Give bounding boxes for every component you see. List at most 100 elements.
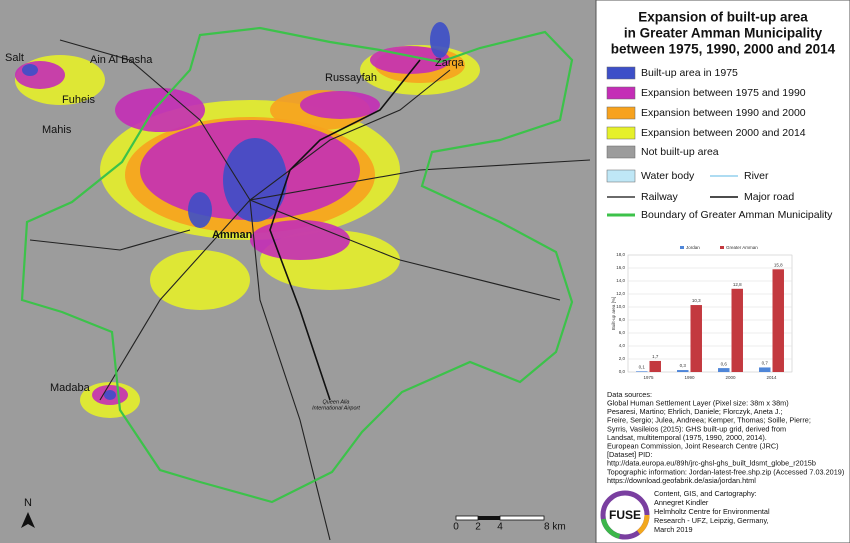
credit-line: Annegret Kindler: [654, 498, 709, 507]
built-up-patch: [150, 250, 250, 310]
x-tick-label: 1975: [643, 375, 654, 380]
fuse-logo: [600, 490, 650, 540]
y-tick-label: 16,0: [616, 265, 625, 270]
x-tick-label: 1990: [684, 375, 695, 380]
legend-label: Major road: [744, 191, 794, 203]
built-up-patch: [300, 91, 380, 119]
value-label: 12,8: [733, 282, 742, 287]
legend-title: Expansion of built-up area: [638, 10, 808, 25]
logo-ring: [600, 490, 650, 540]
source-line: Syrris, Vasileios (2015): GHS built-up g…: [607, 424, 786, 433]
legend-swatch: [680, 246, 684, 249]
legend-label: Expansion between 1990 and 2000: [641, 107, 806, 119]
place-label: Fuheis: [62, 94, 96, 106]
legend-label: Water body: [641, 170, 695, 182]
bar: [636, 371, 648, 372]
value-label: 1,7: [652, 354, 659, 359]
legend-swatch: [606, 86, 636, 100]
source-line: http://data.europa.eu/89h/jrc-ghsl-ghs_b…: [607, 459, 816, 468]
built-up-patch: [188, 192, 212, 228]
source-line: Data sources:: [607, 390, 652, 399]
legend-swatch: [720, 246, 724, 249]
credit-line: March 2019: [654, 525, 693, 534]
built-up-patch: [223, 138, 287, 222]
y-tick-label: 10,0: [616, 304, 625, 309]
value-label: 0,6: [721, 361, 728, 366]
built-up-patch: [15, 61, 65, 89]
scale-label: 0: [453, 522, 459, 533]
logo-text: FUSE: [609, 508, 641, 522]
place-label: Ain Al Basha: [90, 54, 153, 66]
place-label: Salt: [5, 52, 24, 64]
y-tick-label: 14,0: [616, 278, 625, 283]
y-tick-label: 6,0: [619, 330, 626, 335]
built-up-patch: [250, 220, 350, 260]
road: [59, 39, 251, 201]
legend-swatch: [606, 169, 636, 183]
north-arrow-shape: [21, 512, 35, 528]
legend-label: Expansion between 2000 and 2014: [641, 127, 806, 139]
legend-label: Boundary of Greater Amman Municipality: [641, 209, 833, 221]
source-line: Landsat, multitemporal (1975, 1990, 2000…: [607, 433, 767, 442]
road: [249, 199, 561, 301]
road: [99, 199, 251, 401]
bar: [690, 305, 702, 372]
built-up-areas: [15, 22, 480, 418]
source-line: Freire, Sergio; Julea, Andreea; Kemper, …: [607, 416, 811, 425]
railway: [269, 59, 421, 401]
plot-area: [627, 254, 793, 373]
place-label: Russayfah: [325, 72, 377, 84]
scale-label: 4: [497, 522, 503, 533]
road: [29, 229, 191, 251]
x-tick-label: 2014: [766, 375, 777, 380]
legend-label: Expansion between 1975 and 1990: [641, 87, 806, 99]
place-label: Zarqa: [435, 57, 465, 69]
north-arrow: N: [21, 497, 35, 528]
legend-label: Greater Amman: [726, 245, 758, 250]
airport-label: International Airport: [312, 405, 360, 411]
source-line: [Dataset] PID:: [607, 450, 652, 459]
scale-segment: [478, 516, 500, 520]
built-up-patch: [115, 88, 205, 132]
scale-segment: [455, 515, 479, 521]
source-line: European Commission, Joint Research Cent…: [607, 442, 779, 451]
airport-label: Queen Alia: [322, 399, 349, 405]
built-up-patch: [430, 22, 450, 58]
scale-segment: [499, 515, 545, 521]
y-tick-label: 2,0: [619, 356, 626, 361]
legend-label: River: [744, 170, 769, 182]
legend-title: in Greater Amman Municipality: [624, 26, 823, 41]
scale-label: 2: [475, 522, 481, 533]
legend-title: between 1975, 1990, 2000 and 2014: [611, 42, 836, 57]
legend-label: Built-up area in 1975: [641, 67, 738, 79]
map-labels: Salt Ain Al Basha Russayfah Zarqa Fuheis Mahi…: [5, 52, 566, 533]
value-label: 10,3: [692, 298, 701, 303]
source-line: Topographic information: Jordan-latest-f…: [607, 467, 844, 476]
municipality-boundary: [20, 26, 574, 504]
legend-label: Jordan: [686, 245, 700, 250]
legend-label: Not built-up area: [641, 146, 719, 158]
north-label: N: [24, 497, 32, 509]
credit-line: Research - UFZ, Leipzig, Germany,: [654, 516, 769, 525]
place-label: Amman: [212, 229, 253, 241]
legend-swatch: [606, 126, 636, 140]
source-line: Global Human Settlement Layer (Pixel siz…: [607, 399, 789, 408]
y-tick-label: 4,0: [619, 343, 626, 348]
y-tick-label: 18,0: [616, 252, 625, 257]
built-up-patch: [104, 390, 116, 400]
legend-swatch: [606, 106, 636, 120]
legend-swatch: [606, 66, 636, 80]
value-label: 0,1: [639, 365, 646, 370]
credit-line: Helmholtz Centre for Environmental: [654, 507, 770, 516]
y-axis-label: Built-up area [%]: [611, 297, 616, 330]
value-label: 0,7: [762, 361, 769, 366]
bar: [731, 288, 743, 372]
inset-chart: 0,0 2,0 4,0 6,0 8,0 10,0 12,0 14,0 16,0 18,0 Built…: [611, 245, 793, 380]
place-label: Mahis: [42, 124, 72, 136]
scale-label: 8 km: [544, 522, 566, 533]
scale-bar: [455, 515, 545, 521]
road: [249, 159, 591, 201]
legend-label: Railway: [641, 191, 679, 203]
